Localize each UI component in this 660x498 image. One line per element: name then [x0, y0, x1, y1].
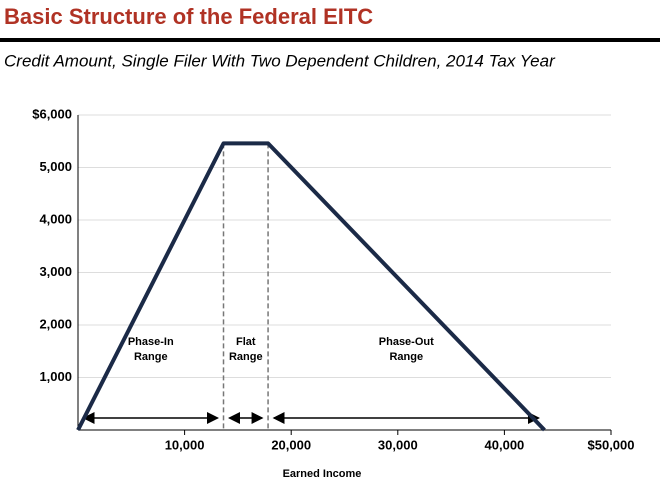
range-label: Range	[389, 351, 423, 363]
title-rule	[0, 38, 660, 42]
y-tick-label: 2,000	[39, 316, 72, 331]
data-line	[76, 141, 546, 432]
x-tick-label: 20,000	[271, 437, 311, 452]
x-tick-label: 10,000	[165, 437, 205, 452]
range-label: Range	[229, 351, 263, 363]
x-tick-label: 30,000	[378, 437, 418, 452]
chart-title: Basic Structure of the Federal EITC	[4, 4, 373, 29]
y-tick-label: 4,000	[39, 211, 72, 226]
range-label: Flat	[236, 336, 256, 348]
y-tick-label: 5,000	[39, 159, 72, 174]
x-tick-label: 40,000	[485, 437, 525, 452]
x-tick-label: $50,000	[588, 437, 635, 452]
chart-subtitle: Credit Amount, Single Filer With Two Dep…	[4, 51, 556, 70]
range-label: Range	[134, 351, 168, 363]
range-label: Phase-Out	[379, 336, 434, 348]
y-tick-label: 1,000	[39, 369, 72, 384]
y-tick-label: 3,000	[39, 264, 72, 279]
x-axis-label: Earned Income	[283, 468, 362, 480]
range-label: Phase-In	[128, 336, 174, 348]
y-tick-label: $6,000	[32, 106, 72, 121]
